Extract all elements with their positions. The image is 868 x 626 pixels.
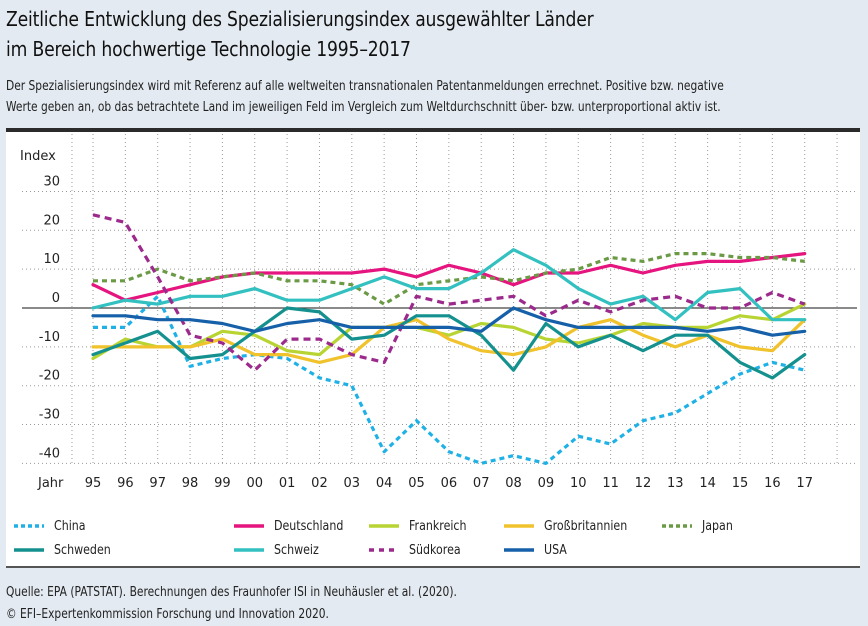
source-note: Quelle: EPA (PATSTAT). Berechnungen des … <box>6 582 457 604</box>
y-tick-label: -10 <box>39 330 60 345</box>
x-tick-label: 14 <box>699 476 716 491</box>
x-tick-label: 07 <box>473 476 490 491</box>
legend-item: China <box>12 516 91 536</box>
legend-item: Schweiz <box>232 540 327 560</box>
legend-item: Frankreich <box>367 516 477 536</box>
y-tick-label: 20 <box>43 213 60 228</box>
x-axis-label: Jahr <box>37 476 64 491</box>
copyright-note: © EFI–Expertenkommission Forschung und I… <box>6 604 457 626</box>
x-axis-ticks: 95 96 97 98 99 00 01 02 03 04 05 06 07 08 09 10 11 12 13 14… <box>85 476 813 491</box>
legend-swatch-icon <box>367 521 401 531</box>
x-tick-label: 08 <box>505 476 522 491</box>
y-tick-label: 0 <box>52 291 60 306</box>
x-tick-label: 03 <box>344 476 361 491</box>
x-tick-label: 02 <box>311 476 328 491</box>
y-tick-label: -30 <box>39 408 60 423</box>
legend-label: Japan <box>702 519 733 534</box>
legend-item: Südkorea <box>367 540 470 560</box>
legend-label: China <box>54 519 86 534</box>
legend-swatch-icon <box>502 545 536 555</box>
legend-label: Frankreich <box>409 519 467 534</box>
x-tick-label: 13 <box>667 476 684 491</box>
legend-swatch-icon <box>660 521 694 531</box>
y-tick-label: -20 <box>39 369 60 384</box>
legend-item: Japan <box>660 516 738 536</box>
legend: China Deutschland Frankreich Großbritannien… <box>12 516 712 564</box>
x-tick-label: 11 <box>602 476 619 491</box>
legend-swatch-icon <box>232 545 266 555</box>
legend-swatch-icon <box>12 545 46 555</box>
x-tick-label: 97 <box>149 476 166 491</box>
legend-item: Großbritannien <box>502 516 642 536</box>
x-tick-label: 95 <box>85 476 102 491</box>
legend-label: Großbritannien <box>544 519 627 534</box>
series-line-usa <box>93 308 805 335</box>
legend-label: Südkorea <box>409 543 461 558</box>
x-tick-label: 96 <box>117 476 134 491</box>
legend-item: Schweden <box>12 540 121 560</box>
x-tick-label: 05 <box>408 476 425 491</box>
legend-swatch-icon <box>232 521 266 531</box>
legend-swatch-icon <box>367 545 401 555</box>
legend-item: USA <box>502 540 571 560</box>
x-tick-label: 00 <box>246 476 263 491</box>
y-axis-ticks: 30 20 10 0 -10 -20 -30 -40 <box>39 174 60 461</box>
legend-swatch-icon <box>502 521 536 531</box>
series-line-deutschland <box>93 254 805 301</box>
x-tick-label: 17 <box>796 476 813 491</box>
x-tick-label: 06 <box>441 476 458 491</box>
legend-swatch-icon <box>12 521 46 531</box>
chart-footer: Quelle: EPA (PATSTAT). Berechnungen des … <box>6 582 457 626</box>
legend-label: Deutschland <box>274 519 343 534</box>
x-tick-label: 01 <box>279 476 296 491</box>
x-tick-label: 16 <box>764 476 781 491</box>
series-line-schweiz <box>93 250 805 320</box>
legend-label: Schweiz <box>274 543 319 558</box>
y-tick-label: -40 <box>39 446 60 461</box>
x-tick-label: 10 <box>570 476 587 491</box>
legend-item: Deutschland <box>232 516 356 536</box>
x-tick-label: 09 <box>538 476 555 491</box>
x-tick-label: 12 <box>635 476 652 491</box>
x-tick-label: 15 <box>732 476 749 491</box>
y-tick-label: 30 <box>43 174 60 189</box>
x-tick-label: 99 <box>214 476 231 491</box>
legend-label: Schweden <box>54 543 111 558</box>
x-tick-label: 04 <box>376 476 393 491</box>
legend-label: USA <box>544 543 567 558</box>
y-axis-label: Index <box>20 149 56 164</box>
x-tick-label: 98 <box>182 476 199 491</box>
grid <box>22 134 857 463</box>
y-tick-label: 10 <box>43 252 60 267</box>
